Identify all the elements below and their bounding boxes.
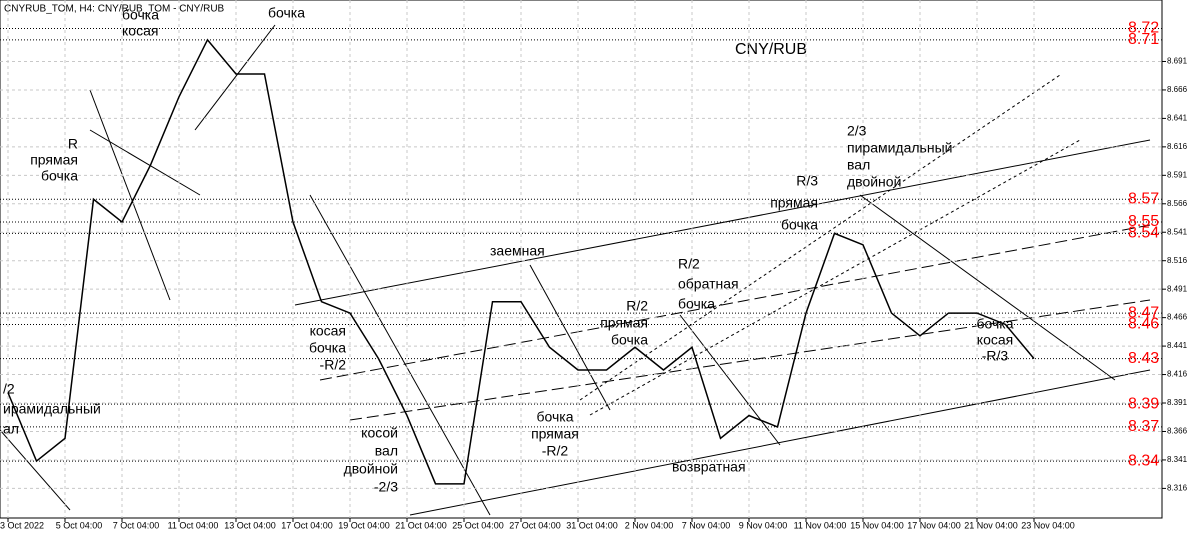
y-tick-label: 8.641 <box>1167 114 1188 123</box>
y-tick-label: 8.516 <box>1167 256 1188 265</box>
x-tick-label: 11 Oct 04:00 <box>168 520 219 530</box>
y-tick-label: 8.591 <box>1167 170 1188 179</box>
x-tick-label: 17 Nov 04:00 <box>907 520 961 530</box>
level-label: 8.37 <box>1128 418 1159 435</box>
annotation: ал <box>3 421 19 437</box>
level-label: 8.39 <box>1128 395 1159 412</box>
y-tick-label: 8.691 <box>1167 57 1188 66</box>
annotation: бочка <box>309 340 346 356</box>
x-tick-label: 27 Oct 04:00 <box>509 520 561 530</box>
annotation: -2/3 <box>374 479 398 495</box>
annotation: ирамидальный <box>3 401 101 417</box>
x-tick-label: 19 Oct 04:00 <box>338 520 390 530</box>
x-tick-label: 21 Oct 04:00 <box>395 520 447 530</box>
annotation: -R/3 <box>982 348 1009 364</box>
annotation: косая <box>310 323 346 339</box>
annotation: бочка <box>976 316 1013 332</box>
annotation: двойной <box>344 461 398 477</box>
annotation: вал <box>375 443 398 459</box>
annotation: 2/3 <box>847 123 867 139</box>
annotation: обратная <box>678 276 739 292</box>
annotation: бочка <box>611 332 648 348</box>
x-tick-label: 17 Oct 04:00 <box>281 520 333 530</box>
annotation: заемная <box>490 243 545 259</box>
annotation: R/2 <box>626 298 648 314</box>
level-label: 8.71 <box>1128 31 1159 48</box>
annotation: прямая <box>770 195 818 211</box>
annotation: двойной <box>847 174 901 190</box>
x-tick-label: 25 Oct 04:00 <box>452 520 504 530</box>
x-tick-label: 11 Nov 04:00 <box>794 520 847 530</box>
level-label: 8.72 <box>1128 20 1159 37</box>
x-tick-label: 21 Nov 04:00 <box>964 520 1018 530</box>
plot-area <box>0 0 1163 519</box>
y-tick-label: 8.366 <box>1167 427 1188 436</box>
y-tick-label: 8.666 <box>1167 85 1188 94</box>
annotation: бочка <box>41 168 78 184</box>
x-tick-label: 23 Nov 04:00 <box>1021 520 1075 530</box>
annotation: косой <box>361 425 398 441</box>
chart-header: CNYRUB_TOM, H4: CNY/RUB_TOM - CNY/RUB <box>4 4 225 15</box>
annotation: R <box>68 136 78 152</box>
x-tick-label: 15 Nov 04:00 <box>850 520 904 530</box>
annotation: прямая <box>30 152 78 168</box>
annotation: возвратная <box>672 459 746 475</box>
annotation: бочка <box>268 5 305 21</box>
level-label: 8.46 <box>1128 316 1159 333</box>
annotation: бочка <box>781 217 818 233</box>
annotation: пирамидальный <box>847 140 952 156</box>
annotation: косая <box>977 332 1013 348</box>
annotation: R/3 <box>796 173 818 189</box>
y-tick-label: 8.616 <box>1167 142 1188 151</box>
x-tick-label: 7 Oct 04:00 <box>113 520 160 530</box>
annotation: вал <box>847 157 870 173</box>
y-tick-label: 8.391 <box>1167 398 1188 407</box>
price-line <box>7 38 1035 485</box>
y-tick-label: 8.341 <box>1167 455 1188 464</box>
x-tick-label: 13 Oct 04:00 <box>224 520 276 530</box>
trendlines <box>0 24 1151 516</box>
x-tick-label: 31 Oct 04:00 <box>566 520 618 530</box>
level-label: 8.43 <box>1128 350 1159 367</box>
annotation: -R/2 <box>320 357 347 373</box>
y-tick-label: 8.566 <box>1167 199 1188 208</box>
annotation: бочка <box>122 7 159 23</box>
level-label: 8.54 <box>1128 225 1159 242</box>
x-tick-label: 9 Nov 04:00 <box>739 520 788 530</box>
x-tick-label: 5 Oct 04:00 <box>56 520 103 530</box>
annotation: R/2 <box>678 256 700 272</box>
y-tick-label: 8.441 <box>1167 341 1188 350</box>
annotation: бочка <box>678 296 715 312</box>
level-label: 8.47 <box>1128 304 1159 321</box>
x-tick-label: 7 Nov 04:00 <box>682 520 731 530</box>
y-tick-label: 8.491 <box>1167 284 1188 293</box>
level-label: 8.55 <box>1128 213 1159 230</box>
annotation: бочка <box>536 409 573 425</box>
y-tick-label: 8.416 <box>1167 370 1188 379</box>
y-tick-label: 8.466 <box>1167 313 1188 322</box>
annotation: косая <box>122 23 158 39</box>
annotation: /2 <box>3 381 15 397</box>
y-tick-label: 8.316 <box>1167 484 1188 493</box>
annotation: прямая <box>600 315 648 331</box>
y-tick-label: 8.541 <box>1167 227 1188 236</box>
x-tick-label: 3 Oct 2022 <box>0 520 44 530</box>
level-label: 8.34 <box>1128 452 1159 469</box>
level-label: 8.57 <box>1128 190 1159 207</box>
annotation: прямая <box>531 426 579 442</box>
chart-title: CNY/RUB <box>735 41 807 58</box>
annotation: -R/2 <box>542 443 569 459</box>
x-tick-label: 2 Nov 04:00 <box>625 520 674 530</box>
